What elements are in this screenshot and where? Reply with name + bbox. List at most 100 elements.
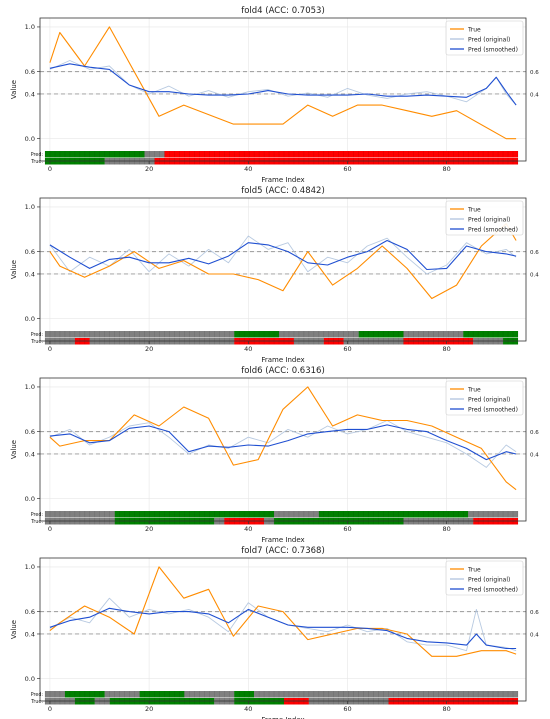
strip-pred-segment-2 [164, 151, 518, 158]
y-axis-label: Value [10, 620, 18, 639]
y-tick-label-0: 0.0 [25, 675, 35, 683]
y-axis-label: Value [10, 440, 18, 459]
state-strips [44, 511, 519, 525]
strip-label-pred: Pred: [31, 152, 44, 158]
legend: True Pred (original) Pred (smoothed) [445, 20, 524, 56]
strip-label-true: True: [30, 339, 43, 345]
y-tick-label-3: 1.0 [25, 383, 35, 391]
chart-title: fold7 (ACC: 0.7368) [241, 546, 325, 556]
legend-entry-2: Pred (smoothed) [468, 586, 518, 593]
legend-entry-0: True [467, 26, 481, 33]
y-tick-label-2: 0.6 [25, 68, 35, 76]
legend-entry-1: Pred (original) [468, 36, 510, 43]
legend: True Pred (original) Pred (smoothed) [445, 200, 524, 236]
y-axis-label: Value [10, 260, 18, 279]
strip-pred-segment-6 [254, 691, 518, 698]
strip-pred-segment-4 [403, 331, 464, 338]
legend-entry-1: Pred (original) [468, 396, 510, 403]
series-line-0 [49, 26, 517, 140]
strip-pred-segment-5 [234, 691, 255, 698]
x-axis-label: Frame Index [261, 716, 304, 719]
plot-frame [39, 17, 527, 162]
y-tick-label-2: 0.6 [25, 608, 35, 616]
legend-box [445, 380, 524, 416]
strip-pred-segment-4 [184, 691, 235, 698]
x-tick-label-1: 20 [145, 165, 153, 173]
x-tick-label-3: 60 [343, 705, 351, 713]
strip-pred-segment-3 [358, 331, 404, 338]
x-axis-label: Frame Index [261, 176, 304, 184]
series-line-1 [49, 60, 517, 106]
strip-pred-segment-0 [45, 691, 65, 698]
chart-panel-2: fold5 (ACC: 0.4842) 0.4 0.6 Pred:True: 0 20 40… [10, 186, 539, 364]
x-tick-label-3: 60 [343, 525, 351, 533]
series-line-0 [49, 223, 517, 300]
x-tick-label-2: 40 [244, 525, 252, 533]
series-line-2 [49, 63, 517, 106]
legend-entry-2: Pred (smoothed) [468, 46, 518, 53]
series-line-2 [49, 607, 517, 650]
strip-label-pred: Pred: [31, 512, 44, 518]
series-line-0 [49, 386, 517, 491]
strip-pred-segment-2 [274, 511, 319, 518]
y-tick-label-2: 0.6 [25, 248, 35, 256]
strip-pred-segment-1 [114, 511, 275, 518]
x-tick-label-2: 40 [244, 345, 252, 353]
x-tick-label-4: 80 [443, 705, 451, 713]
legend-entry-1: Pred (original) [468, 216, 510, 223]
x-tick-label-3: 60 [343, 345, 351, 353]
strip-pred-segment-0 [45, 511, 115, 518]
y-tick-label-1: 0.4 [25, 270, 35, 278]
legend: True Pred (original) Pred (smoothed) [445, 380, 524, 416]
state-strips [44, 691, 519, 705]
strip-pred-segment-3 [139, 691, 185, 698]
chart-panel-1: fold4 (ACC: 0.7053) 0.4 0.6 Pred:True: 0 20 40… [10, 6, 539, 184]
strip-pred-segment-1 [234, 331, 280, 338]
strip-pred-segment-2 [279, 331, 359, 338]
y-tick-label-2: 0.6 [25, 428, 35, 436]
legend-entry-0: True [467, 386, 481, 393]
plot-frame [39, 377, 527, 522]
legend-box [445, 200, 524, 236]
y-tick-label-3: 1.0 [25, 563, 35, 571]
plot-frame [39, 197, 527, 342]
y-tick-label-0: 0.0 [25, 495, 35, 503]
x-tick-label-4: 80 [443, 525, 451, 533]
legend-box [445, 20, 524, 56]
chart-panel-3: fold6 (ACC: 0.6316) 0.4 0.6 Pred:True: 0 20 40… [10, 366, 539, 544]
state-strips [44, 151, 519, 165]
legend-entry-0: True [467, 206, 481, 213]
series-line-2 [49, 239, 517, 271]
series-line-1 [49, 420, 517, 468]
strip-label-true: True: [30, 699, 43, 705]
threshold-label-0: 0.4 [530, 92, 539, 98]
threshold-label-0: 0.4 [530, 272, 539, 278]
series-line-2 [49, 424, 517, 461]
x-tick-label-1: 20 [145, 525, 153, 533]
strip-pred-segment-2 [104, 691, 140, 698]
x-tick-label-0: 0 [48, 345, 52, 353]
strip-label-true: True: [30, 159, 43, 165]
threshold-label-0: 0.4 [530, 632, 539, 638]
strip-pred-segment-1 [64, 691, 105, 698]
series-lines [49, 223, 517, 300]
y-tick-label-0: 0.0 [25, 315, 35, 323]
threshold-label-1: 0.6 [530, 610, 539, 616]
strip-pred-segment-0 [45, 331, 235, 338]
x-tick-label-1: 20 [145, 705, 153, 713]
series-lines [49, 26, 517, 140]
series-line-1 [49, 235, 517, 275]
strip-pred-segment-3 [318, 511, 469, 518]
series-lines [49, 386, 517, 491]
y-tick-label-3: 1.0 [25, 203, 35, 211]
x-tick-label-0: 0 [48, 525, 52, 533]
x-tick-label-1: 20 [145, 345, 153, 353]
x-tick-label-0: 0 [48, 165, 52, 173]
x-axis-label: Frame Index [261, 536, 304, 544]
x-axis-label: Frame Index [261, 356, 304, 364]
strip-pred-segment-5 [463, 331, 518, 338]
plot-frame [39, 557, 527, 702]
threshold-label-1: 0.6 [530, 250, 539, 256]
strip-pred-segment-1 [144, 151, 165, 158]
y-axis-label: Value [10, 80, 18, 99]
